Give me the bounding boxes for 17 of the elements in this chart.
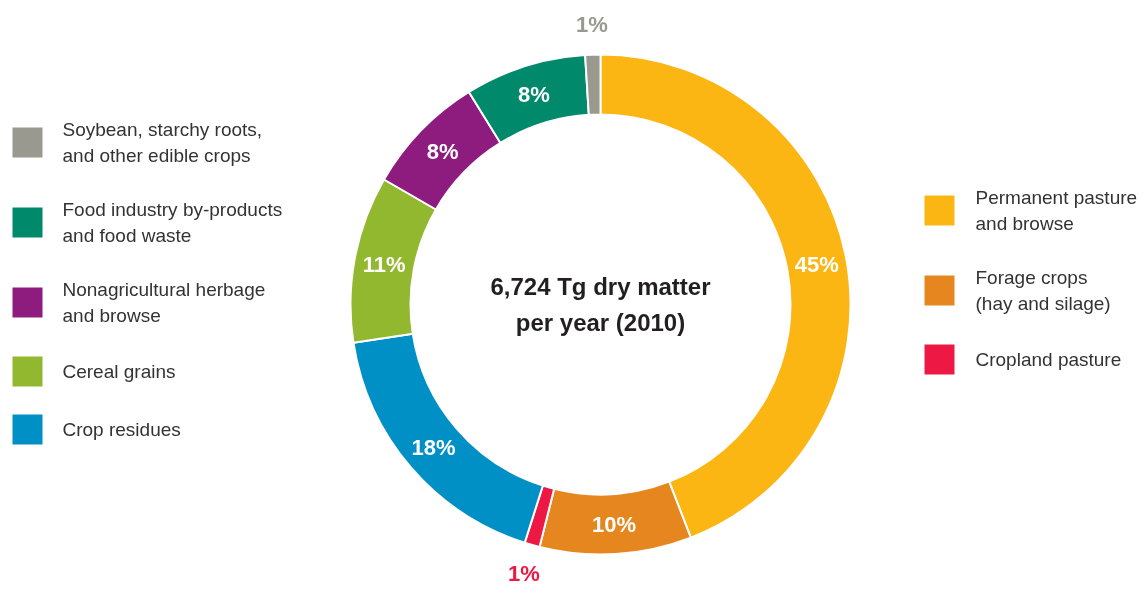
legend-label: Cropland pasture	[975, 349, 1122, 370]
data-label: 8%	[517, 82, 550, 108]
data-label: 8%	[426, 138, 459, 164]
data-label: 18%	[411, 435, 456, 461]
legend-label: Permanent pasture and browse	[975, 186, 1138, 235]
legend-label: Forage crops (hay and silage)	[975, 266, 1111, 315]
data-label: 11%	[362, 251, 406, 277]
legend-label: Crop residues	[62, 419, 181, 440]
legend-label: Cereal grains	[62, 361, 176, 382]
text: 6,724 Tg dry matter per year (2010)	[490, 273, 711, 336]
data-label: 45%	[794, 251, 839, 277]
legend-label: Soybean, starchy roots, and other edible crops	[62, 118, 263, 167]
data-label: 1%	[575, 12, 608, 38]
legend-label: Nonagricultural herbage and browse	[62, 278, 266, 327]
legend-label: Food industry by-products and food waste	[62, 198, 283, 247]
data-label: 1%	[507, 561, 540, 587]
data-label: 10%	[592, 511, 637, 537]
